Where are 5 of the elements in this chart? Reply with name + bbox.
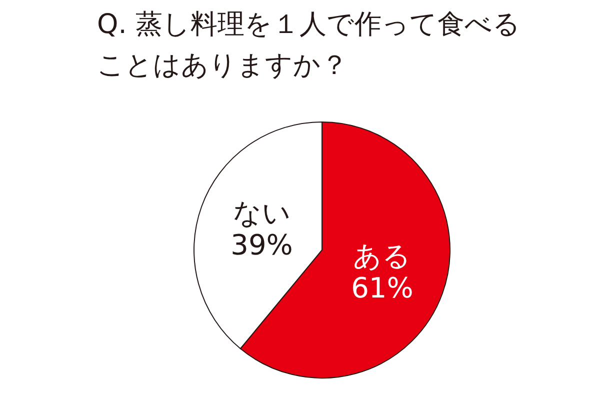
data-label: 61%: [351, 271, 414, 304]
data-label: 39%: [230, 228, 293, 261]
slice-label: ない: [232, 196, 291, 229]
chart-title: Q. 蒸し料理を１人で作って食べることはありますか？: [97, 8, 522, 83]
slice-label: ある: [353, 239, 412, 272]
